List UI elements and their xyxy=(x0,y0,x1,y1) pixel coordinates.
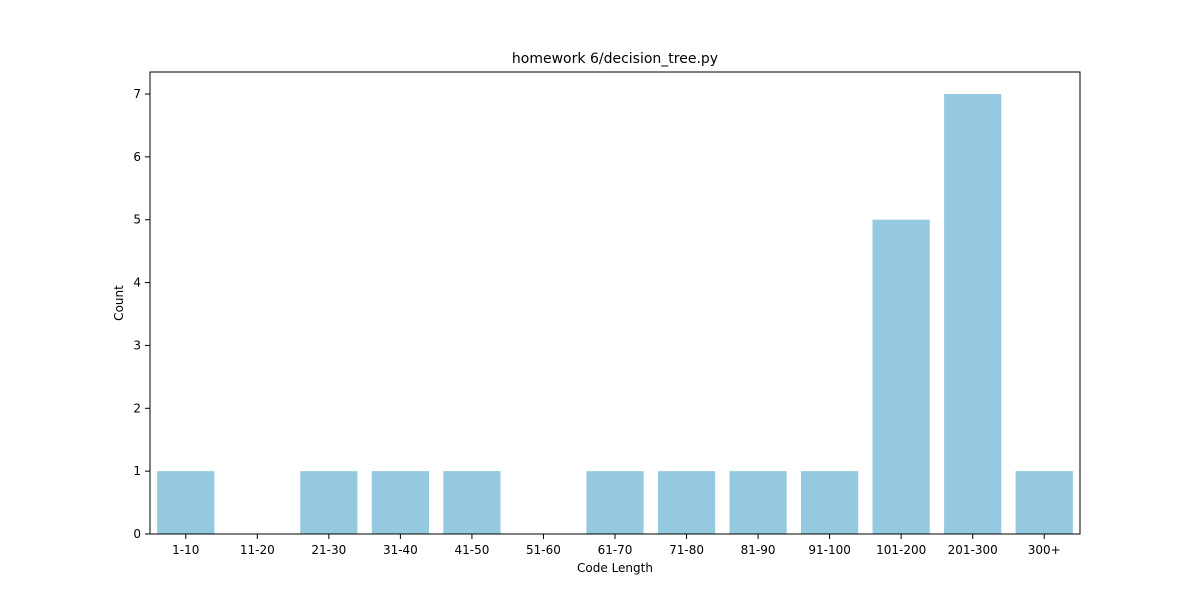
x-tick-label: 11-20 xyxy=(240,543,275,557)
x-tick-label: 101-200 xyxy=(876,543,926,557)
plot-frame xyxy=(149,71,1081,535)
y-tick-label: 7 xyxy=(133,87,141,101)
bar-201-300 xyxy=(944,94,1002,534)
bar-41-50 xyxy=(443,471,501,534)
x-tick-label: 31-40 xyxy=(383,543,418,557)
bar-1-10 xyxy=(157,471,215,534)
x-tick-label: 300+ xyxy=(1028,543,1061,557)
bar-71-80 xyxy=(657,471,716,534)
bar-81-90 xyxy=(729,471,787,534)
bar-91-100 xyxy=(801,471,859,534)
bar-31-40 xyxy=(371,471,429,534)
y-tick-label: 5 xyxy=(133,213,141,227)
x-tick-label: 71-80 xyxy=(669,543,704,557)
bar-61-70 xyxy=(586,471,644,534)
x-tick-label: 91-100 xyxy=(808,543,851,557)
x-tick-label: 41-50 xyxy=(454,543,489,557)
y-tick-label: 2 xyxy=(133,401,141,415)
x-tick-label: 81-90 xyxy=(741,543,776,557)
bars-group xyxy=(157,94,1073,534)
x-tick-label: 51-60 xyxy=(526,543,561,557)
x-axis-label: Code Length xyxy=(577,561,653,575)
y-tick-label: 3 xyxy=(133,338,141,352)
y-axis-ticks: 0 1 2 3 4 5 6 7 xyxy=(133,87,150,541)
bar-21-30 xyxy=(300,471,358,534)
bar-101-200 xyxy=(872,219,930,534)
y-tick-label: 1 xyxy=(133,464,141,478)
y-tick-label: 4 xyxy=(133,276,141,290)
y-tick-label: 0 xyxy=(133,527,141,541)
x-tick-label: 1-10 xyxy=(172,543,199,557)
x-axis-ticks: 1-10 11-20 21-30 31-40 41-50 51-60 61-70 71-80 8… xyxy=(172,534,1061,557)
y-axis-label: Count xyxy=(112,285,126,321)
y-tick-label: 6 xyxy=(133,150,141,164)
bar-300+ xyxy=(1015,471,1073,534)
x-tick-label: 21-30 xyxy=(311,543,346,557)
x-tick-label: 61-70 xyxy=(598,543,633,557)
x-tick-label: 201-300 xyxy=(948,543,998,557)
chart-title: homework 6/decision_tree.py xyxy=(512,51,718,67)
